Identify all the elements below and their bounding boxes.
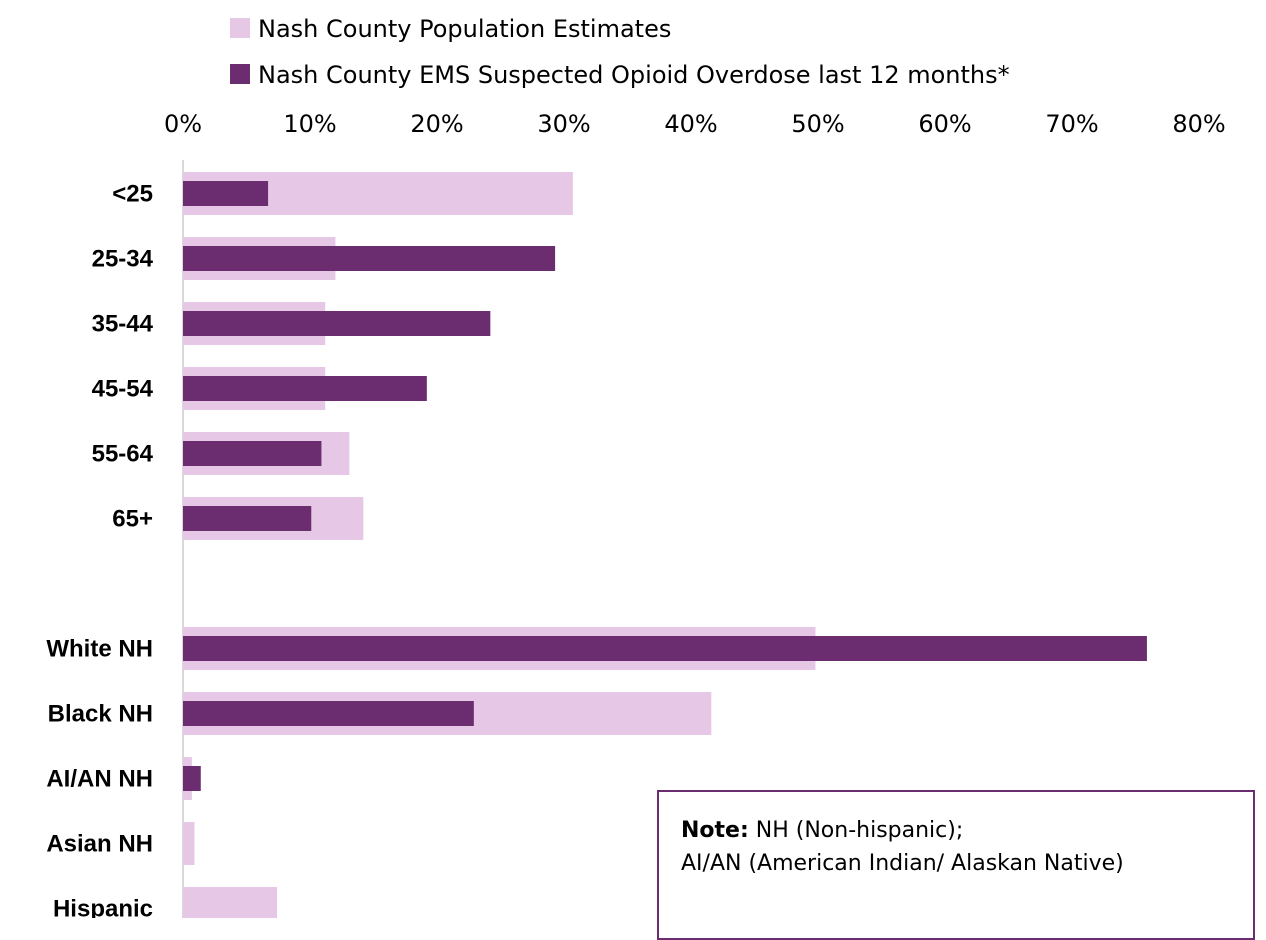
category-label: 25-34 — [92, 246, 154, 273]
legend: Nash County Population Estimates Nash Cou… — [230, 15, 1010, 89]
bar-ems-overdose — [183, 766, 201, 791]
x-tick-label: 60% — [918, 110, 971, 138]
legend-label-1: Nash County EMS Suspected Opioid Overdos… — [258, 61, 1010, 89]
bar-ems-overdose — [183, 311, 491, 336]
x-axis-ticks: 0% 10% 20% 30% 40% 50% 60% 70% 80% — [164, 110, 1226, 138]
category-label: Asian NH — [46, 831, 153, 858]
legend-swatch-0 — [230, 18, 250, 38]
x-tick-label: 50% — [791, 110, 844, 138]
category-label: 65+ — [112, 506, 153, 533]
x-tick-label: 70% — [1045, 110, 1098, 138]
bar-ems-overdose — [183, 181, 269, 206]
x-tick-label: 30% — [537, 110, 590, 138]
bar-ems-overdose — [183, 441, 322, 466]
category-label: <25 — [112, 181, 153, 208]
category-label: 55-64 — [92, 441, 154, 468]
bar-ems-overdose — [183, 376, 427, 401]
category-label: Black NH — [48, 701, 153, 728]
bar-population — [183, 822, 195, 865]
note-text: Note: NH (Non-hispanic); AI/AN (American… — [681, 814, 1124, 880]
note-line-1-text: NH (Non-hispanic); — [748, 818, 964, 843]
x-tick-label: 0% — [164, 110, 202, 138]
x-tick-label: 20% — [410, 110, 463, 138]
bars — [183, 172, 1147, 918]
note-box: Note: NH (Non-hispanic); AI/AN (American… — [657, 790, 1255, 940]
category-label: AI/AN NH — [46, 766, 153, 793]
category-label: White NH — [46, 636, 153, 663]
bar-chart: Nash County Population Estimates Nash Cou… — [46, 15, 1226, 919]
x-tick-label: 80% — [1172, 110, 1225, 138]
bar-ems-overdose — [183, 636, 1147, 661]
note-line-1: Note: NH (Non-hispanic); — [681, 814, 1124, 847]
category-label: Hispanic — [53, 896, 153, 919]
x-tick-label: 40% — [664, 110, 717, 138]
note-line-2: AI/AN (American Indian/ Alaskan Native) — [681, 851, 1124, 876]
legend-label-0: Nash County Population Estimates — [258, 15, 671, 43]
x-tick-label: 10% — [283, 110, 336, 138]
category-labels: <25 25-34 35-44 45-54 55-64 65+ White NH Black … — [46, 181, 153, 919]
bar-ems-overdose — [183, 701, 474, 726]
category-label: 35-44 — [92, 311, 154, 338]
note-label: Note: — [681, 818, 749, 843]
category-label: 45-54 — [92, 376, 154, 403]
bar-ems-overdose — [183, 506, 312, 531]
legend-swatch-1 — [230, 64, 250, 84]
bar-ems-overdose — [183, 246, 556, 271]
bar-population — [183, 887, 277, 918]
